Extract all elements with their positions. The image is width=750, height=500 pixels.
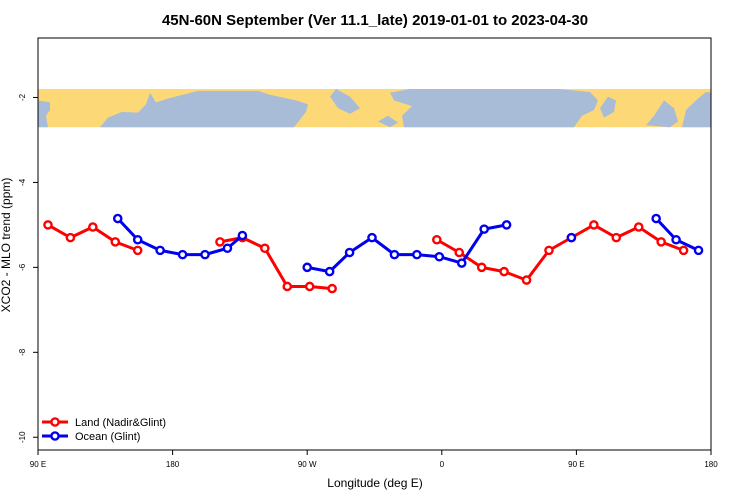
map-band-ocean — [38, 100, 50, 128]
data-point — [589, 220, 599, 230]
data-point — [177, 249, 188, 260]
x-axis-label: Longitude (deg E) — [327, 476, 422, 490]
data-point — [344, 247, 355, 258]
y-axis-label: XCO2 - MLO trend (ppm) — [0, 178, 13, 313]
data-point — [566, 232, 577, 243]
data-point — [324, 266, 335, 277]
data-point — [282, 281, 293, 292]
x-tick-label: 90 E — [30, 460, 46, 469]
data-point — [43, 220, 53, 230]
data-point — [112, 213, 123, 224]
data-point — [389, 249, 400, 260]
legend-label: Ocean (Glint) — [75, 431, 140, 443]
y-tick-label: -4 — [18, 178, 27, 186]
data-point — [237, 230, 248, 241]
data-point — [215, 237, 225, 247]
y-tick-label: -10 — [18, 431, 27, 443]
y-axis: -2 -4 -6 -8 -10 — [18, 93, 38, 443]
data-point — [476, 262, 487, 273]
data-point — [454, 247, 465, 258]
series-line — [436, 223, 685, 282]
legend-marker — [50, 431, 60, 441]
data-point — [200, 249, 210, 260]
data-point — [693, 245, 704, 256]
map-band-ocean — [682, 92, 711, 128]
plot-series — [43, 213, 704, 294]
data-point — [367, 232, 377, 243]
legend-item: Ocean (Glint) — [42, 431, 140, 443]
x-axis: 90 E 180 90 W 0 90 E 180 — [30, 450, 718, 469]
plot-frame — [37, 37, 712, 451]
data-point — [327, 283, 337, 294]
data-point — [434, 251, 445, 262]
data-point — [656, 237, 666, 247]
data-point — [479, 224, 489, 234]
data-point — [678, 245, 689, 256]
data-point — [501, 220, 512, 230]
data-point — [132, 245, 143, 256]
y-tick-label: -2 — [18, 93, 27, 101]
data-point — [110, 237, 121, 247]
data-point — [65, 232, 76, 243]
data-point — [432, 234, 442, 245]
series-line — [306, 223, 507, 274]
map-band-ocean — [600, 96, 616, 118]
data-point — [304, 281, 315, 292]
data-point — [544, 245, 554, 256]
data-point — [499, 266, 509, 277]
legend-label: Land (Nadir&Glint) — [75, 417, 166, 429]
map-band-ocean — [646, 100, 678, 128]
data-point — [155, 245, 165, 256]
x-tick-label: 180 — [704, 460, 718, 469]
legend: Land (Nadir&Glint) Ocean (Glint) — [42, 417, 166, 443]
data-point — [260, 243, 270, 254]
data-point — [412, 249, 422, 260]
series-line — [219, 236, 333, 291]
data-point — [611, 232, 622, 243]
series — [43, 220, 689, 294]
data-point — [633, 222, 644, 232]
map-band-ocean — [390, 88, 598, 128]
map-band-ocean — [100, 90, 308, 128]
data-point — [132, 234, 143, 245]
map-band-ocean — [378, 115, 398, 128]
map-band-ocean — [330, 88, 360, 114]
world-map-band — [38, 88, 711, 128]
data-point — [651, 213, 661, 224]
y-tick-label: -6 — [18, 263, 27, 271]
legend-marker — [50, 417, 60, 427]
chart-title: 45N-60N September (Ver 11.1_late) 2019-0… — [162, 12, 588, 29]
y-tick-label: -8 — [18, 348, 27, 356]
data-point — [302, 262, 313, 273]
data-point — [456, 258, 467, 268]
data-point — [88, 222, 98, 232]
series — [112, 213, 704, 277]
data-point — [521, 275, 532, 285]
x-tick-label: 0 — [440, 460, 445, 469]
data-point — [671, 234, 681, 245]
data-point — [222, 243, 233, 254]
x-tick-label: 90 E — [568, 460, 584, 469]
x-tick-label: 90 W — [298, 460, 317, 469]
x-tick-label: 180 — [166, 460, 180, 469]
legend-item: Land (Nadir&Glint) — [42, 417, 166, 429]
